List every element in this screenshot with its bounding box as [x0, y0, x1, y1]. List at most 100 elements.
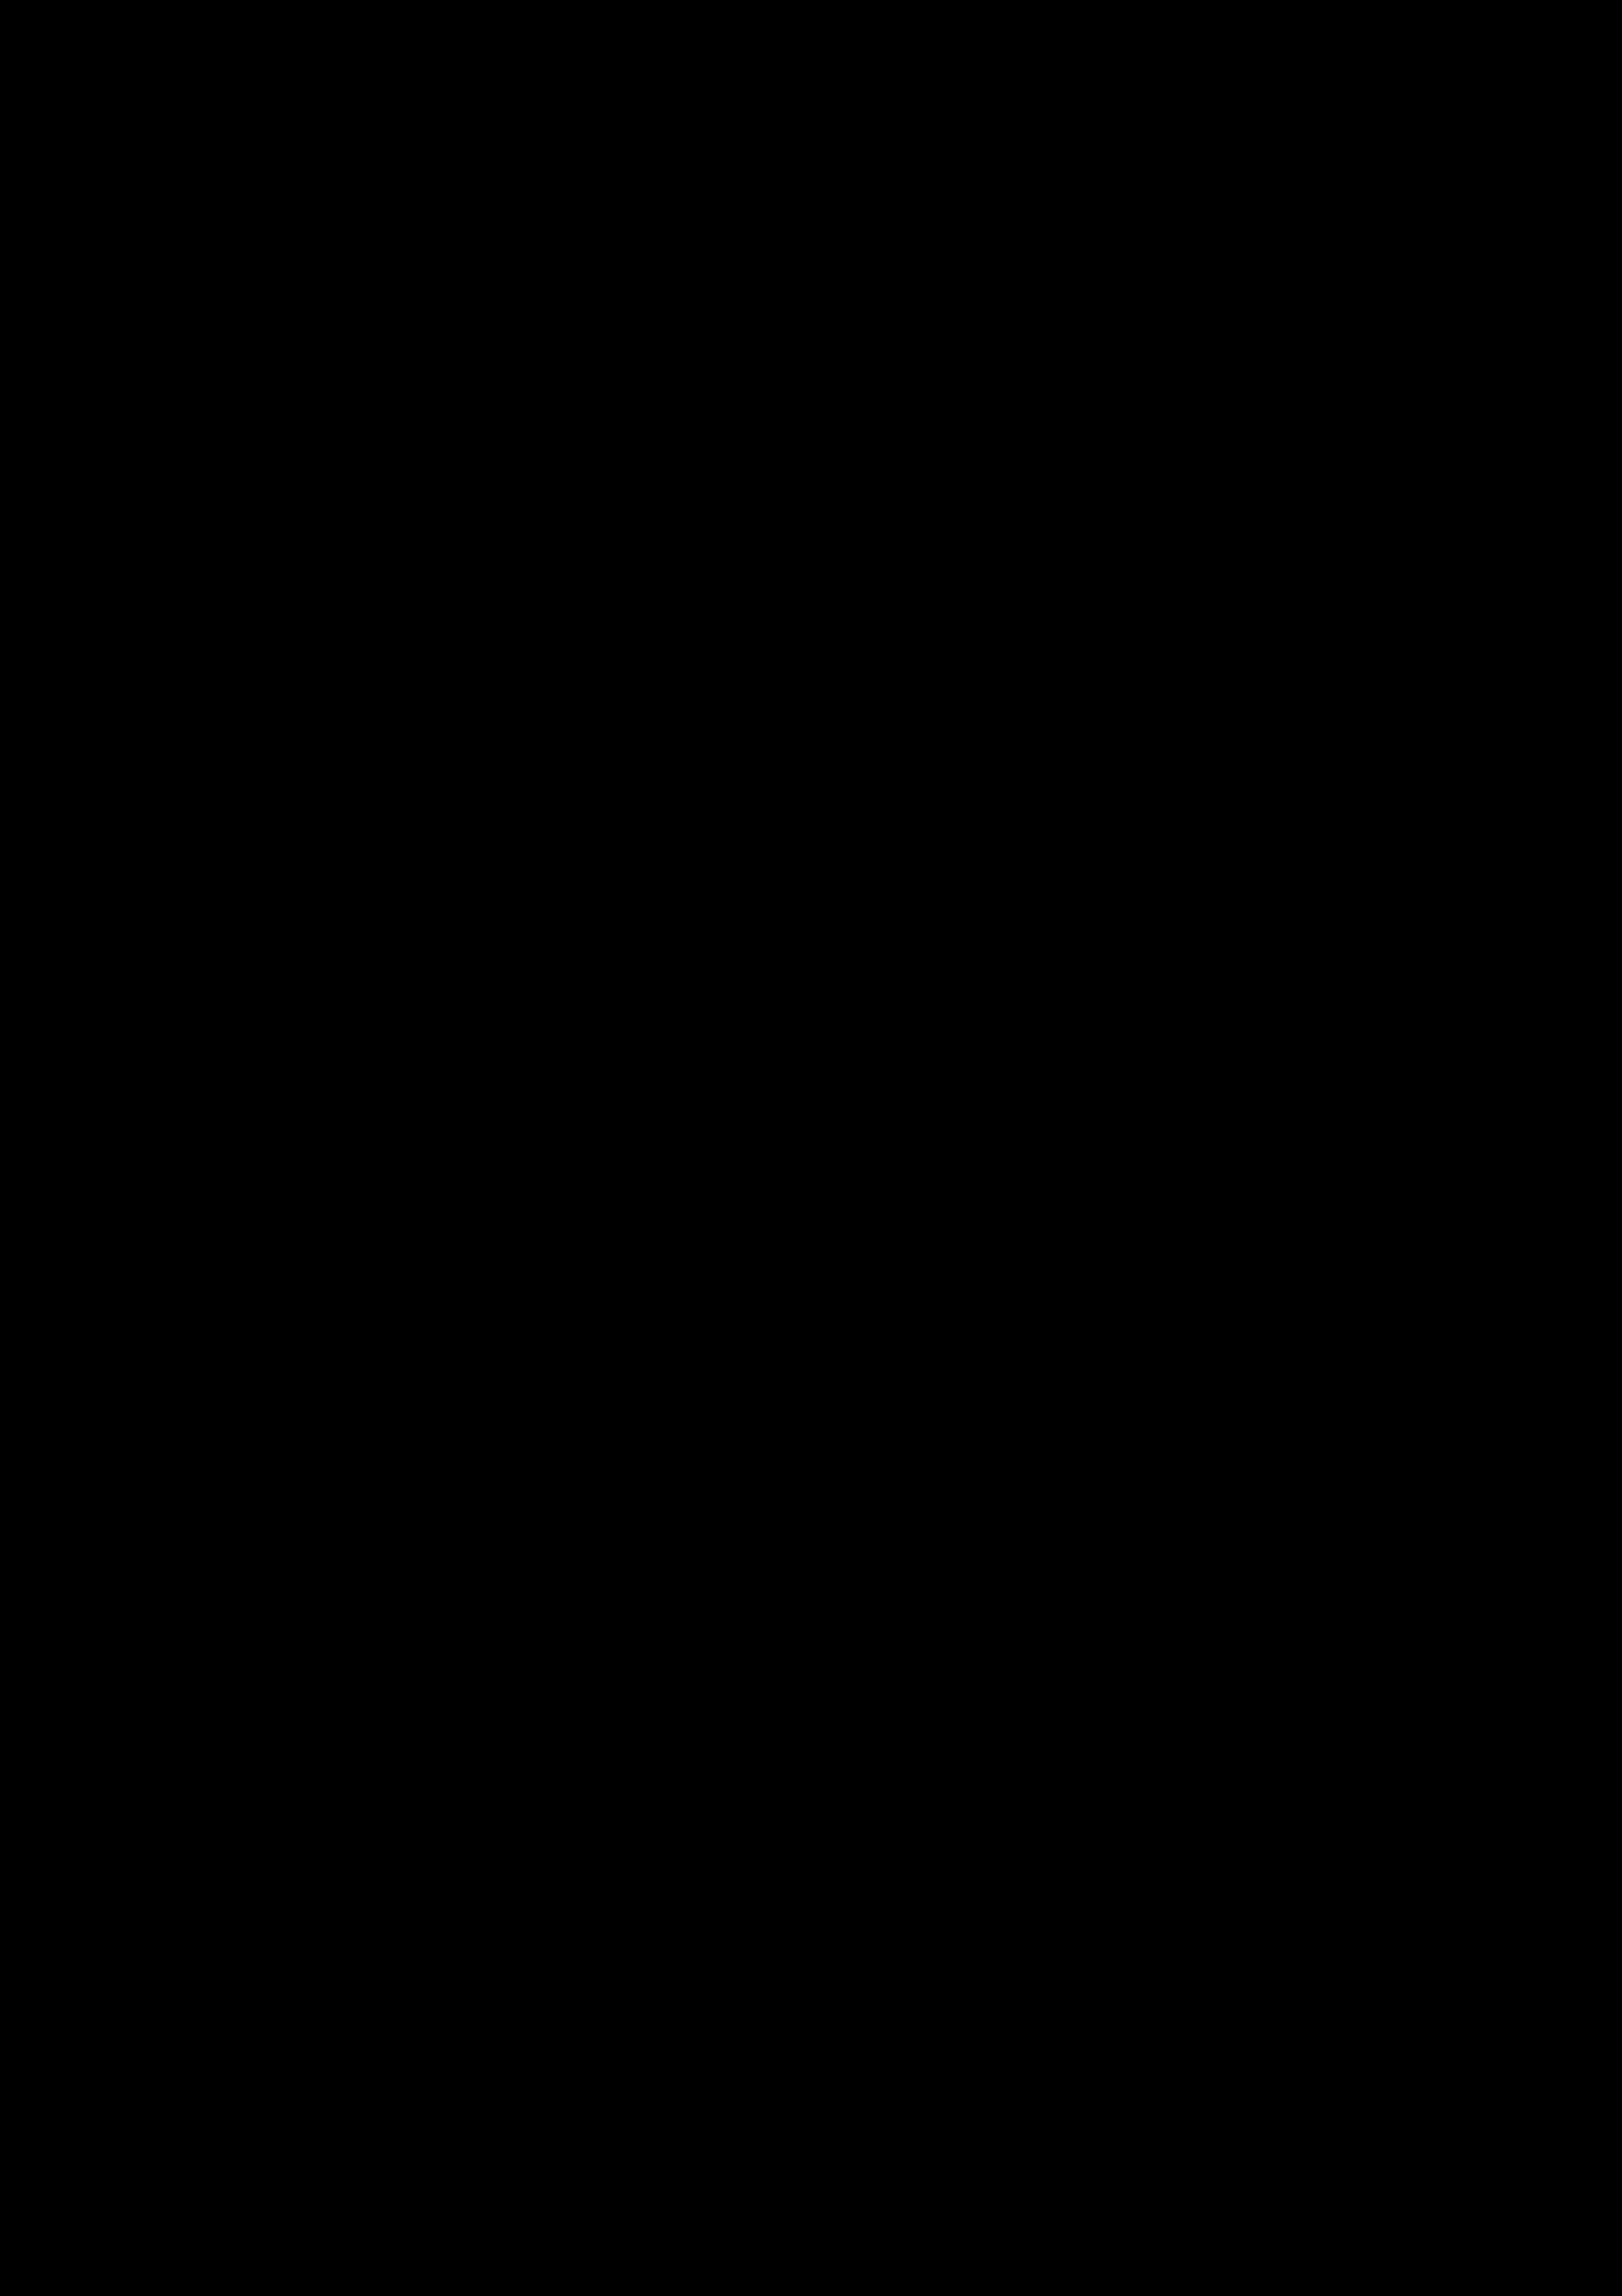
- Text: 2.54: 2.54: [289, 1141, 308, 1150]
- Text: General tolerance: ±0.1 (±0.004): General tolerance: ±0.1 (±0.004): [954, 1173, 1137, 1185]
- Text: 5: 5: [311, 1536, 318, 1545]
- Text: 2.54: 2.54: [170, 1348, 191, 1357]
- Text: 2: 2: [792, 1536, 798, 1545]
- Bar: [511, 1104, 526, 1123]
- Text: S : Coil polarity of set (operate): S : Coil polarity of set (operate): [725, 1759, 897, 1770]
- Bar: [1179, 1013, 1200, 1045]
- Text: 2: 2: [217, 1536, 222, 1545]
- Bar: [157, 1001, 456, 1104]
- Text: +: +: [144, 1637, 154, 1651]
- Bar: [989, 746, 1012, 790]
- Text: EB2-..: EB2-..: [114, 625, 151, 636]
- Text: Feature: Feature: [788, 370, 830, 381]
- Bar: [1179, 879, 1200, 923]
- Text: Nil    : Standard type: Nil : Standard type: [805, 388, 907, 400]
- Text: 1: 1: [185, 1536, 191, 1545]
- Bar: [878, 1552, 902, 1580]
- Text: 9.3(0.37): 9.3(0.37): [551, 1143, 594, 1153]
- Bar: [847, 1552, 869, 1580]
- Bar: [1440, 1630, 1465, 1658]
- Text: PIN CONFIGURATIONS: PIN CONFIGURATIONS: [60, 1458, 261, 1474]
- Bar: [251, 836, 266, 859]
- Bar: [637, 836, 650, 856]
- Bar: [1179, 1104, 1200, 1134]
- Text: 2.54: 2.54: [248, 1348, 269, 1357]
- Text: +: +: [1281, 1559, 1293, 1573]
- Text: EB2-..NU: EB2-..NU: [907, 643, 960, 654]
- Text: (0.1): (0.1): [337, 1348, 360, 1357]
- Bar: [212, 1104, 227, 1127]
- Bar: [208, 1552, 232, 1580]
- Text: 6: 6: [886, 1662, 892, 1671]
- Text: EB2-..NU: EB2-..NU: [114, 643, 169, 654]
- Text: Latch type: Latch type: [41, 420, 99, 432]
- Text: 9.3 MAX.(0.37): 9.3 MAX.(0.37): [537, 670, 610, 682]
- Text: 7.5 MAX.(0.30): 7.5 MAX.(0.30): [483, 1019, 491, 1084]
- Text: 8: 8: [248, 1662, 255, 1671]
- Text: 8: 8: [1387, 1662, 1393, 1671]
- Text: T  : Double coil latch type: T : Double coil latch type: [78, 478, 204, 487]
- Text: DATA SHEET  ER0016EJ5V0DS00: DATA SHEET ER0016EJ5V0DS00: [706, 2259, 916, 2273]
- Text: 5.6 MAX
(0.22): 5.6 MAX (0.22): [483, 1254, 500, 1288]
- Text: EB2 series: EB2 series: [203, 324, 260, 333]
- Text: 5: 5: [886, 1536, 892, 1545]
- Bar: [174, 836, 188, 859]
- Text: 3: 3: [824, 1536, 830, 1545]
- Text: 1.35(0.05): 1.35(0.05): [683, 739, 691, 785]
- Text: 6: 6: [311, 1662, 318, 1671]
- Text: OUTLINE DRAWINGS AND DIMENSIONS: OUTLINE DRAWINGS AND DIMENSIONS: [60, 574, 415, 588]
- Text: (not energized position): (not energized position): [177, 1720, 294, 1729]
- Bar: [251, 1309, 266, 1334]
- Bar: [251, 1104, 266, 1127]
- Text: 9.3 MAX.(0.37): 9.3 MAX.(0.37): [537, 953, 610, 964]
- Bar: [574, 836, 589, 856]
- Text: Nominal voltage: Nominal voltage: [79, 370, 169, 381]
- Text: +: +: [719, 1559, 730, 1573]
- Text: PART NUMBER SYSTEM: PART NUMBER SYSTEM: [60, 147, 285, 163]
- Bar: [1241, 879, 1264, 923]
- Bar: [783, 1630, 808, 1658]
- Bar: [271, 1552, 295, 1580]
- Bar: [989, 1013, 1012, 1045]
- Bar: [1241, 746, 1264, 790]
- Bar: [487, 1001, 660, 1104]
- Text: NUH : Minimum footprint type *: NUH : Minimum footprint type *: [805, 427, 960, 439]
- Text: (0.1): (0.1): [337, 1141, 360, 1150]
- Text: R : Coil polarity of reset (release): R : Coil polarity of reset (release): [720, 1782, 902, 1793]
- Bar: [1315, 1630, 1338, 1658]
- Text: R: R: [722, 1639, 728, 1649]
- Text: 7.62 (0.30): 7.62 (0.30): [548, 1334, 599, 1343]
- Text: General tolerance: ±0.2 (±0.008): General tolerance: ±0.2 (±0.008): [165, 1380, 349, 1389]
- Bar: [292, 1309, 305, 1334]
- Text: 3, 4.5, 5, 6, 9, 12, 24 volts: 3, 4.5, 5, 6, 9, 12, 24 volts: [39, 386, 169, 397]
- Text: NEC: NEC: [60, 44, 152, 85]
- Text: 2.54: 2.54: [209, 875, 230, 884]
- Bar: [637, 1309, 650, 1329]
- Text: L   :  Embossd carrying type (L type): L : Embossd carrying type (L type): [805, 360, 983, 372]
- Bar: [208, 1630, 232, 1658]
- Bar: [511, 836, 526, 856]
- Bar: [989, 1104, 1012, 1134]
- Text: 2.54(0.1): 2.54(0.1): [1011, 705, 1054, 716]
- Text: (0.1): (0.1): [337, 875, 360, 884]
- Text: EB2-..NUE: EB2-..NUE: [114, 664, 175, 675]
- Text: 10: 10: [182, 1662, 195, 1671]
- Text: +: +: [1281, 1637, 1293, 1651]
- Text: 10: 10: [1320, 1662, 1333, 1671]
- Bar: [753, 1630, 775, 1658]
- Text: 11.5(0.45): 11.5(0.45): [548, 875, 597, 886]
- Bar: [574, 1309, 589, 1329]
- Bar: [1053, 1104, 1075, 1134]
- Bar: [637, 1104, 650, 1123]
- Bar: [1440, 1552, 1465, 1580]
- Text: PAD LAYOUTS: PAD LAYOUTS: [843, 574, 970, 588]
- Text: 9.56(0.38): 9.56(0.38): [1351, 810, 1361, 859]
- Text: Index mark of relay derection: Index mark of relay derection: [0, 1639, 78, 1649]
- Text: 1.0(0.04): 1.0(0.04): [975, 705, 1017, 716]
- Bar: [1116, 1013, 1137, 1045]
- Bar: [271, 1630, 295, 1658]
- Text: NUL : Ultra-low profile type *: NUL : Ultra-low profile type *: [805, 466, 946, 478]
- Bar: [1410, 1552, 1432, 1580]
- Bar: [878, 1630, 902, 1658]
- Bar: [292, 836, 305, 859]
